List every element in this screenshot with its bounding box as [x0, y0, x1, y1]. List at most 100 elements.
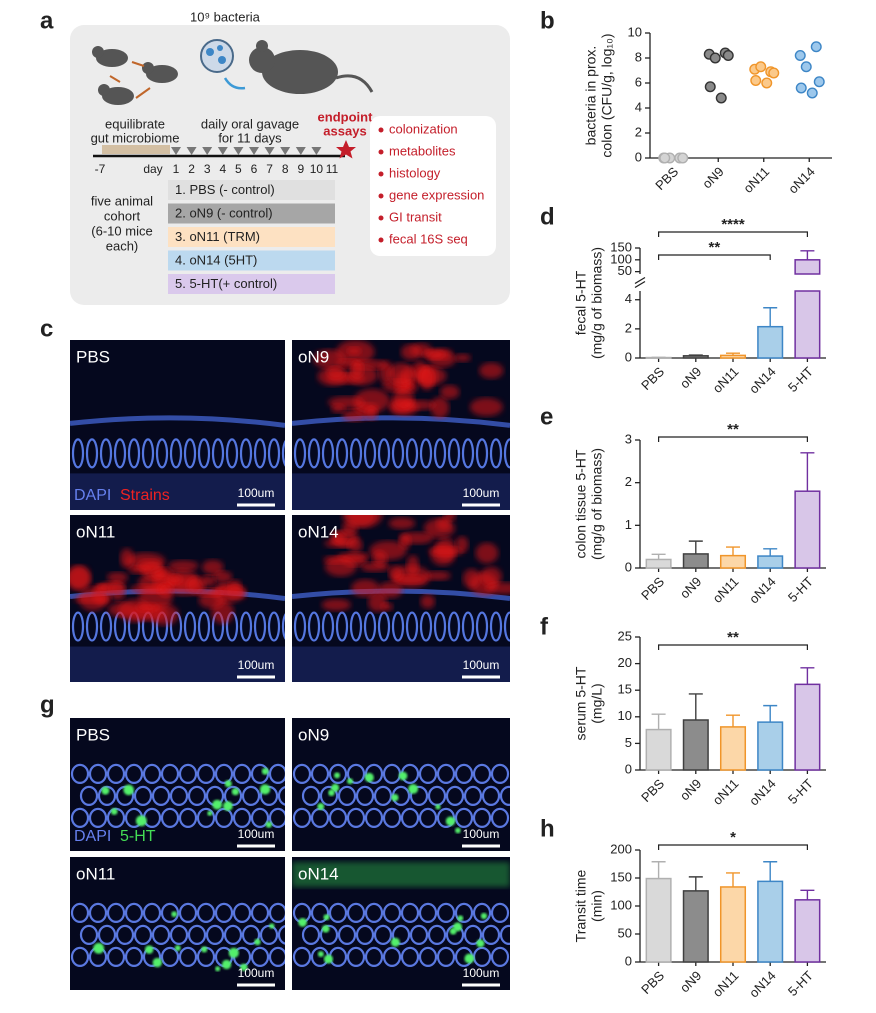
stain-signal	[222, 960, 231, 969]
group-label: 2. oN9 (- control)	[175, 205, 273, 220]
bullet	[379, 238, 384, 243]
error-bar	[689, 355, 703, 356]
y-tick-label: 10	[628, 24, 642, 39]
stain-signal	[322, 925, 330, 933]
bacteria-label: 10⁹ bacteria	[190, 9, 261, 24]
group-label: 3. oN11 (TRM)	[175, 229, 260, 244]
bullet	[379, 172, 384, 177]
bar	[795, 684, 820, 770]
y-tick-label: 2	[635, 124, 642, 139]
data-point	[678, 153, 688, 163]
day-label: 10	[310, 162, 324, 176]
stain-signal	[229, 948, 239, 958]
y-axis-label: (mg/g of biomass)	[589, 448, 605, 560]
stain-signal	[201, 575, 215, 586]
stain-signal	[331, 784, 339, 792]
error-bar	[652, 862, 666, 879]
stain-signal	[260, 784, 270, 794]
scale-bar-label: 100um	[238, 966, 275, 980]
significance-label: ****	[721, 216, 745, 233]
x-tick-label: PBS	[652, 164, 681, 193]
y-tick-label: 0	[635, 149, 642, 164]
bar	[684, 720, 709, 770]
stain-signal	[479, 363, 503, 379]
stain-signal	[391, 794, 398, 801]
stain-signal	[68, 565, 90, 589]
stain-signal	[373, 551, 388, 567]
stain-signal	[101, 787, 109, 795]
x-tick-label: oN9	[699, 164, 726, 191]
stain-signal	[324, 955, 333, 964]
cohort-label: each)	[106, 238, 139, 253]
y-axis-label: colon tissue 5-HT	[573, 449, 589, 558]
phase-label: gut microbiome	[91, 130, 180, 145]
stain-signal	[323, 914, 329, 920]
stain-signal	[171, 911, 177, 917]
y-tick-label: 20	[618, 655, 632, 670]
y-tick-label: 0	[625, 761, 632, 776]
bar	[758, 722, 783, 770]
stain-signal	[476, 543, 499, 564]
stain-signal	[428, 547, 464, 557]
stain-signal	[262, 768, 269, 775]
stain-signal	[136, 815, 147, 826]
stain-signal	[365, 407, 377, 421]
stain-signal	[111, 808, 118, 815]
x-tick-label: oN14	[746, 776, 779, 809]
stain-signal	[168, 560, 199, 571]
stain-signal	[197, 588, 224, 597]
x-tick-label: oN11	[710, 574, 742, 606]
x-tick-label: PBS	[638, 968, 667, 997]
axis-break	[635, 278, 645, 288]
stain-signal	[120, 548, 134, 568]
stain-signal	[365, 773, 374, 782]
error-bar	[763, 308, 777, 327]
data-point	[705, 82, 715, 92]
bar	[795, 260, 820, 274]
stain-signal	[223, 801, 233, 811]
endpoint-label: assays	[323, 123, 366, 138]
scale-bar-label: 100um	[238, 486, 275, 500]
assay-label: fecal 16S seq	[389, 231, 468, 246]
day-label: 6	[251, 162, 258, 176]
stain-signal	[298, 918, 307, 927]
error-bar	[763, 706, 777, 722]
significance-label: **	[727, 629, 739, 646]
x-tick-label: oN14	[746, 364, 779, 397]
x-tick-label: oN11	[710, 364, 742, 396]
group-label: 4. oN14 (5HT)	[175, 252, 257, 267]
stain-signal	[450, 928, 457, 935]
data-point	[660, 153, 670, 163]
stain-label: DAPI	[74, 487, 111, 504]
y-tick-label: 50	[618, 925, 632, 940]
stain-signal	[348, 538, 363, 553]
y-tick-label: 4	[635, 99, 642, 114]
stain-signal	[470, 398, 503, 416]
error-bar	[800, 890, 814, 900]
y-axis-label: bacteria in prox.	[583, 46, 599, 146]
stain-signal	[334, 772, 340, 778]
stain-signal	[446, 816, 455, 825]
scale-bar-label: 100um	[238, 658, 275, 672]
x-tick-label: oN14	[746, 574, 779, 607]
y-axis-label: (min)	[589, 890, 605, 922]
significance-label: **	[709, 239, 721, 256]
data-point	[769, 68, 779, 78]
stain-signal	[175, 945, 181, 951]
stain-signal	[408, 784, 418, 794]
group-label: 5. 5-HT(+ control)	[175, 276, 277, 291]
x-tick-label: oN11	[710, 776, 742, 808]
y-axis-label: (mg/g of biomass)	[589, 247, 605, 359]
stain-signal	[407, 555, 419, 576]
image-label: oN11	[76, 864, 115, 883]
day-label: 3	[204, 162, 211, 176]
error-bar	[689, 541, 703, 554]
stain-signal	[393, 387, 414, 410]
y-tick-label: 2	[625, 474, 632, 489]
bar	[646, 559, 671, 568]
data-point	[723, 51, 733, 61]
y-axis-label: (mg/L)	[589, 683, 605, 723]
y-axis-label: fecal 5-HT	[573, 270, 589, 335]
stain-signal	[254, 939, 260, 945]
